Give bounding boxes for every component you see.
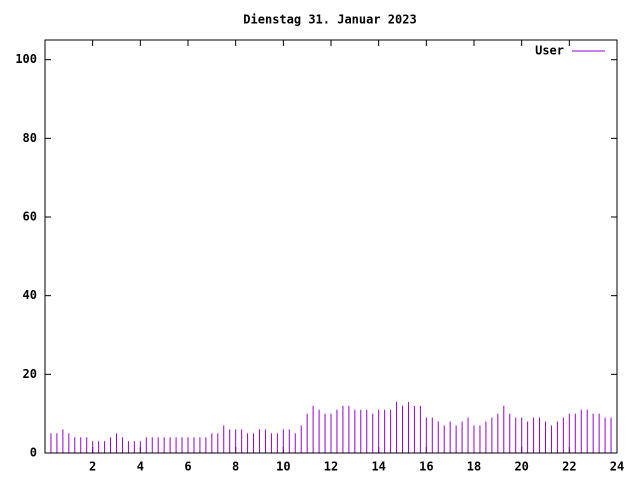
x-tick-label: 12: [324, 460, 338, 474]
x-tick-label: 16: [419, 460, 433, 474]
x-tick-label: 6: [184, 460, 191, 474]
x-tick-label: 24: [610, 460, 624, 474]
x-tick-label: 18: [467, 460, 481, 474]
y-tick-label: 80: [23, 131, 37, 145]
y-tick-label: 100: [15, 52, 37, 66]
y-tick-label: 60: [23, 210, 37, 224]
y-tick-label: 40: [23, 288, 37, 302]
plot-border: [44, 39, 618, 454]
x-tick-label: 4: [137, 460, 144, 474]
x-tick-label: 22: [562, 460, 576, 474]
legend-label: User: [535, 44, 564, 58]
y-tick-label: 0: [30, 446, 37, 460]
x-tick-label: 8: [232, 460, 239, 474]
x-tick-label: 20: [514, 460, 528, 474]
x-tick-label: 10: [276, 460, 290, 474]
y-tick-label: 20: [23, 367, 37, 381]
chart-title: Dienstag 31. Januar 2023: [243, 13, 416, 27]
x-tick-label: 14: [371, 460, 385, 474]
x-tick-label: 2: [89, 460, 96, 474]
